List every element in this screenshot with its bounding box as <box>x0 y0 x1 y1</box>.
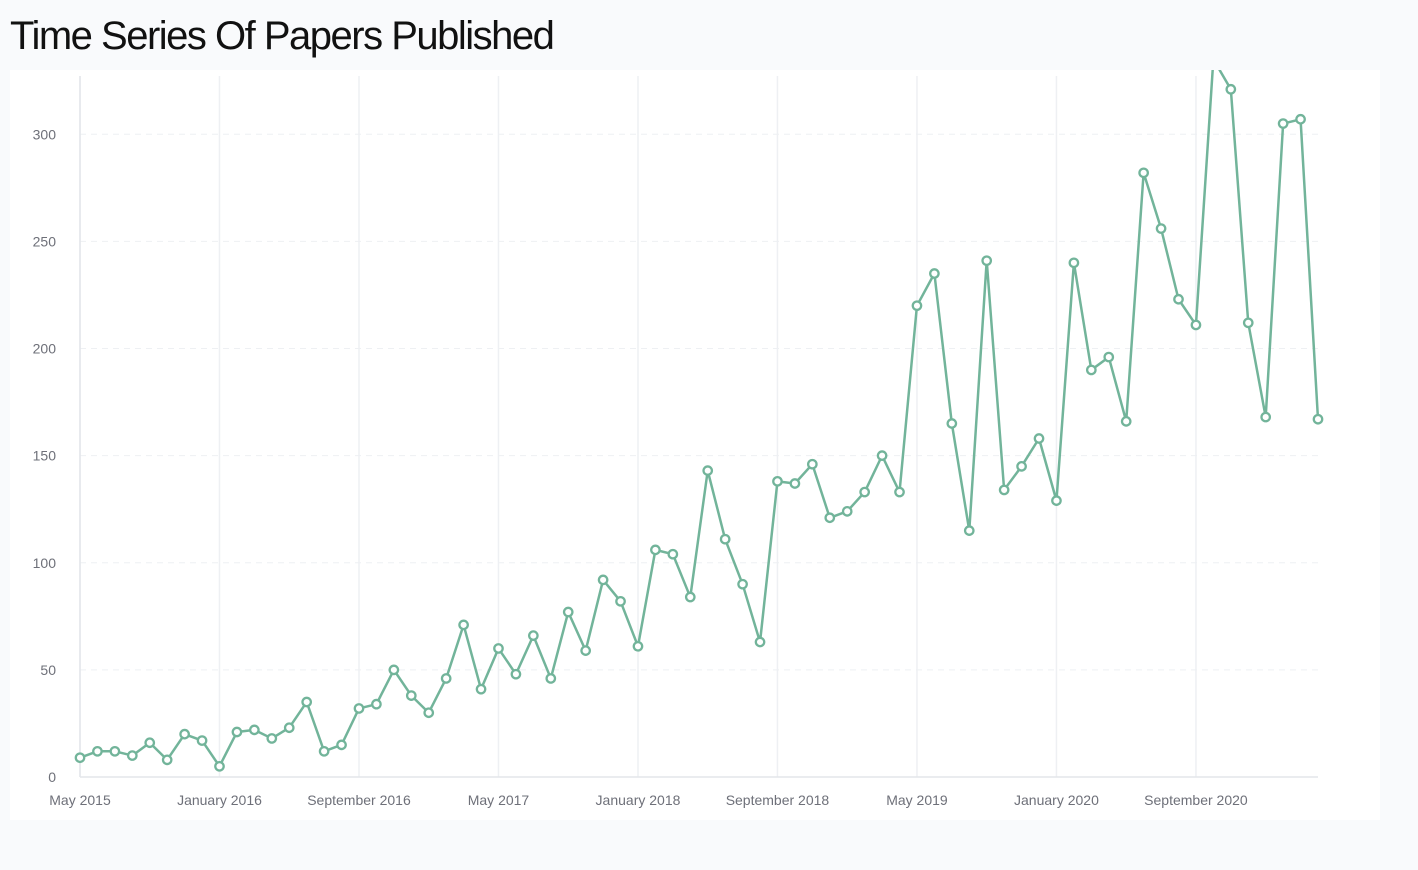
data-point[interactable] <box>1242 317 1254 329</box>
data-points <box>74 53 1324 772</box>
data-point[interactable] <box>440 673 452 684</box>
x-tick-label: September 2018 <box>726 792 830 808</box>
data-point[interactable] <box>702 465 714 476</box>
data-point[interactable] <box>1173 293 1184 305</box>
data-point[interactable] <box>144 737 156 749</box>
data-point[interactable] <box>824 512 836 524</box>
data-point[interactable] <box>510 668 522 680</box>
data-point[interactable] <box>126 750 138 761</box>
data-point[interactable] <box>1155 223 1167 234</box>
data-point[interactable] <box>859 486 870 498</box>
x-tick-label: September 2016 <box>307 792 411 808</box>
data-point[interactable] <box>92 745 103 757</box>
series-polyline <box>78 58 1320 768</box>
data-point[interactable] <box>231 726 243 738</box>
data-point[interactable] <box>684 591 696 603</box>
data-point[interactable] <box>894 486 905 498</box>
y-tick-label: 200 <box>33 341 57 357</box>
data-point[interactable] <box>754 636 766 648</box>
data-point[interactable] <box>301 696 313 708</box>
data-point[interactable] <box>1051 495 1062 506</box>
x-tick-label: January 2016 <box>177 792 262 808</box>
data-point[interactable] <box>353 703 365 714</box>
data-point[interactable] <box>667 548 679 560</box>
data-point[interactable] <box>249 724 260 736</box>
x-tick-label: January 2020 <box>1014 792 1099 808</box>
page-title: Time Series Of Papers Published <box>10 14 555 58</box>
data-point[interactable] <box>841 505 853 517</box>
data-point[interactable] <box>562 606 574 618</box>
x-tick-label: September 2020 <box>1144 792 1248 808</box>
x-tick-label: May 2017 <box>468 792 530 808</box>
data-point[interactable] <box>214 760 225 772</box>
data-point[interactable] <box>336 739 347 751</box>
data-point[interactable] <box>74 752 86 764</box>
data-point[interactable] <box>946 418 958 429</box>
data-point[interactable] <box>475 683 487 695</box>
chart-card: 0 50 100 150 200 250 300 May 2015 January 2016 Se… <box>10 53 1380 820</box>
data-point[interactable] <box>1225 83 1237 95</box>
data-point[interactable] <box>1085 364 1097 376</box>
data-point[interactable] <box>1277 118 1289 129</box>
data-point[interactable] <box>929 268 940 279</box>
data-point[interactable] <box>789 478 801 489</box>
data-point[interactable] <box>493 643 504 654</box>
data-point[interactable] <box>580 645 592 656</box>
y-tick-label: 150 <box>33 448 57 464</box>
data-point[interactable] <box>719 533 731 545</box>
x-tick-label: January 2018 <box>596 792 681 808</box>
data-point[interactable] <box>545 673 557 684</box>
data-point[interactable] <box>597 574 609 586</box>
series-line <box>78 58 1320 768</box>
data-point[interactable] <box>911 300 923 312</box>
data-point[interactable] <box>458 619 469 631</box>
data-point[interactable] <box>1190 319 1202 331</box>
line-chart: 0 50 100 150 200 250 300 May 2015 January 2016 Se… <box>33 53 1324 808</box>
x-tick-label: May 2019 <box>886 792 948 808</box>
data-point[interactable] <box>876 450 888 461</box>
data-point[interactable] <box>1103 351 1115 363</box>
data-point[interactable] <box>615 595 626 607</box>
data-point[interactable] <box>423 707 435 719</box>
data-point[interactable] <box>998 484 1010 496</box>
data-point[interactable] <box>981 255 993 267</box>
data-point[interactable] <box>963 525 975 536</box>
data-point[interactable] <box>632 640 644 652</box>
data-point[interactable] <box>109 745 121 757</box>
x-tick-label: May 2015 <box>49 792 111 808</box>
data-point[interactable] <box>1138 167 1149 179</box>
y-tick-label: 300 <box>33 126 57 142</box>
y-tick-label: 0 <box>48 769 56 785</box>
data-point[interactable] <box>650 544 661 556</box>
data-point[interactable] <box>196 735 208 746</box>
data-point[interactable] <box>1016 460 1027 472</box>
axes: 0 50 100 150 200 250 300 May 2015 January 2016 Se… <box>33 76 1318 808</box>
data-point[interactable] <box>772 475 783 487</box>
data-point[interactable] <box>737 578 748 590</box>
grid-lines <box>79 76 1318 777</box>
data-point[interactable] <box>528 630 539 641</box>
data-point[interactable] <box>1068 257 1080 269</box>
data-point[interactable] <box>1120 416 1132 427</box>
data-point[interactable] <box>179 728 190 740</box>
data-point[interactable] <box>161 754 173 766</box>
data-point[interactable] <box>371 698 382 710</box>
data-point[interactable] <box>283 722 295 734</box>
data-point[interactable] <box>1312 413 1324 425</box>
y-tick-label: 100 <box>33 555 57 571</box>
data-point[interactable] <box>405 690 417 701</box>
data-point[interactable] <box>266 733 278 744</box>
y-tick-label: 250 <box>33 233 57 249</box>
y-tick-label: 50 <box>40 662 56 678</box>
data-point[interactable] <box>1033 433 1045 444</box>
data-point[interactable] <box>318 745 330 757</box>
data-point[interactable] <box>806 458 818 470</box>
data-point[interactable] <box>1295 113 1306 125</box>
data-point[interactable] <box>1260 411 1272 423</box>
data-point[interactable] <box>388 664 400 676</box>
